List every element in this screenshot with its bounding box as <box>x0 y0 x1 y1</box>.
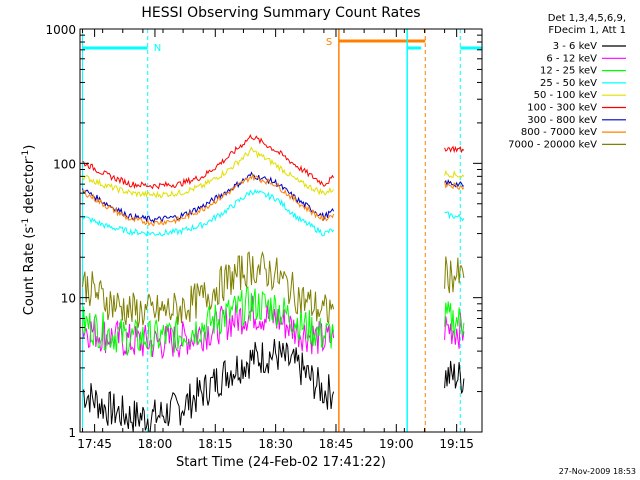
series-line-5-segment-0 <box>82 133 335 190</box>
series-line-6-segment-0 <box>82 171 335 224</box>
x-tick-label: 18:45 <box>319 437 354 451</box>
series-line-3-segment-0 <box>82 188 335 237</box>
y-tick-label: 100 <box>53 157 76 171</box>
legend-entry-label: 3 - 6 keV <box>553 41 597 52</box>
series-line-8-segment-0 <box>82 250 335 328</box>
x-tick-label: 19:15 <box>439 437 474 451</box>
series-line-4-segment-1 <box>444 169 465 178</box>
legend-entry-label: 7000 - 20000 keV <box>508 139 597 150</box>
legend-header-line: FDecim 1, Att 1 <box>548 25 626 36</box>
legend-entry-label: 6 - 12 keV <box>546 53 597 64</box>
y-tick-label: 1 <box>68 426 76 440</box>
legend: Det 1,3,4,5,6,9,FDecim 1, Att 1 3 - 6 keV… <box>508 13 626 150</box>
x-tick-label: 18:00 <box>138 437 173 451</box>
plot-frame <box>79 28 483 433</box>
x-tick-label: 18:30 <box>258 437 293 451</box>
series-line-5-segment-1 <box>444 145 465 154</box>
legend-entry-label: 100 - 300 keV <box>527 103 597 114</box>
legend-entry-label: 25 - 50 keV <box>540 78 597 89</box>
series-line-7-segment-0 <box>82 174 335 227</box>
night-flag-label: N <box>154 43 161 54</box>
legend-entry-label: 300 - 800 keV <box>527 115 597 126</box>
series-line-8-segment-1 <box>444 256 465 294</box>
chart-title: HESSI Observing Summary Count Rates <box>141 5 420 21</box>
y-tick-label: 10 <box>61 292 76 306</box>
y-axis-label: Count Rate (s-1 detector-1) <box>21 145 37 316</box>
x-tick-label: 18:15 <box>198 437 233 451</box>
saa-flag-label: S <box>326 37 332 48</box>
x-axis: 17:45 18:00 18:15 18:30 18:45 19:00 19:15 <box>77 29 474 451</box>
y-axis: 1 10 100 1000 <box>45 23 482 440</box>
legend-header-line: Det 1,3,4,5,6,9, <box>548 13 626 24</box>
legend-entry-label: 50 - 100 keV <box>534 90 598 101</box>
series-line-4-segment-0 <box>82 146 335 199</box>
series-line-1-segment-0 <box>82 295 335 360</box>
series-line-0-segment-1 <box>444 360 465 394</box>
legend-entry-label: 12 - 25 keV <box>540 66 597 77</box>
x-tick-label: 17:45 <box>77 437 112 451</box>
series-line-7-segment-1 <box>444 181 465 191</box>
series-line-2-segment-0 <box>82 286 335 357</box>
legend-entry-label: 800 - 7000 keV <box>521 127 597 138</box>
series-line-2-segment-1 <box>444 301 465 338</box>
x-tick-label: 19:00 <box>379 437 414 451</box>
plot-area: NS <box>82 29 482 433</box>
x-axis-label: Start Time (24-Feb-02 17:41:22) <box>176 455 386 470</box>
series-line-3-segment-1 <box>444 211 465 222</box>
y-tick-label: 1000 <box>45 23 76 37</box>
series-line-0-segment-0 <box>82 339 335 433</box>
footer-timestamp: 27-Nov-2009 18:53 <box>559 467 636 476</box>
